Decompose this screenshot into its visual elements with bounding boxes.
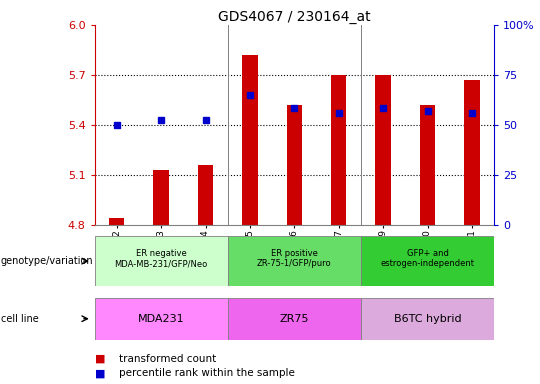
- Text: transformed count: transformed count: [119, 354, 216, 364]
- Bar: [361, 236, 494, 286]
- Bar: [94, 236, 228, 286]
- Text: B6TC hybrid: B6TC hybrid: [394, 314, 461, 324]
- Bar: [94, 298, 228, 340]
- Text: ■: ■: [94, 354, 105, 364]
- Text: genotype/variation: genotype/variation: [1, 256, 93, 266]
- Bar: [242, 55, 258, 225]
- Text: ZR75: ZR75: [280, 314, 309, 324]
- Text: ■: ■: [94, 368, 105, 378]
- Text: percentile rank within the sample: percentile rank within the sample: [119, 368, 295, 378]
- Bar: [109, 218, 125, 225]
- Bar: [228, 236, 361, 286]
- Bar: [464, 80, 480, 225]
- Text: ER negative
MDA-MB-231/GFP/Neo: ER negative MDA-MB-231/GFP/Neo: [114, 249, 208, 268]
- Text: ER positive
ZR-75-1/GFP/puro: ER positive ZR-75-1/GFP/puro: [257, 249, 332, 268]
- Bar: [361, 298, 494, 340]
- Bar: [153, 170, 169, 225]
- Bar: [331, 75, 347, 225]
- Text: GFP+ and
estrogen-independent: GFP+ and estrogen-independent: [381, 249, 475, 268]
- Bar: [375, 75, 391, 225]
- Title: GDS4067 / 230164_at: GDS4067 / 230164_at: [218, 10, 370, 24]
- Text: cell line: cell line: [1, 314, 38, 324]
- Bar: [287, 105, 302, 225]
- Bar: [228, 298, 361, 340]
- Text: MDA231: MDA231: [138, 314, 185, 324]
- Bar: [198, 165, 213, 225]
- Bar: [420, 105, 435, 225]
